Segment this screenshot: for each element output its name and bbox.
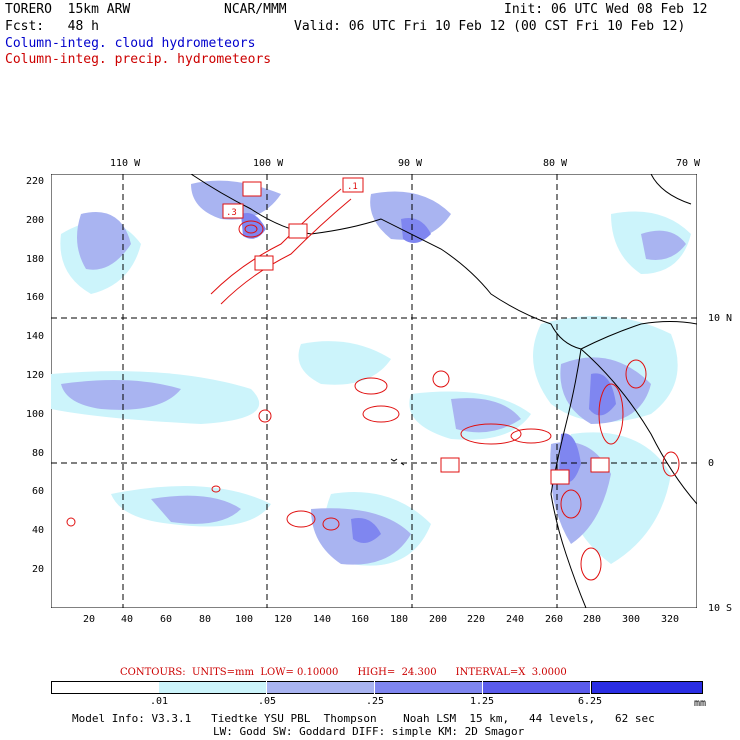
y-tick-120: 120 [26,370,45,381]
y-tick-160: 160 [26,292,45,303]
x-tick-140: 140 [313,614,332,625]
x-tick-180: 180 [390,614,409,625]
x-tick-280: 280 [583,614,602,625]
lat-label-10n: 10 N [708,313,733,324]
contour-box-label-1: .1 [347,182,358,192]
x-tick-220: 220 [467,614,486,625]
colorbar-label-125: 1.25 [470,696,495,707]
lat-lon-grid [51,174,697,608]
y-tick-40: 40 [32,525,45,536]
colorbar-label-625: 6.25 [578,696,603,707]
x-tick-320: 320 [661,614,680,625]
y-tick-80: 80 [32,448,45,459]
colorbar-bin-1 [159,681,266,694]
colorbar-bin-5 [591,681,703,694]
precip-field-label: Column-integ. precip. hydrometeors [5,52,272,67]
colorbar-label-01: .01 [150,696,169,707]
precip-contours [66,188,680,581]
x-tick-100: 100 [235,614,254,625]
model-info-line1: Model Info: V3.3.1 Tiedtke YSU PBL Thomp… [72,712,655,725]
x-tick-20: 20 [83,614,96,625]
colorbar-bin-4 [483,681,590,694]
cloud-field-label: Column-integ. cloud hydrometeors [5,36,256,51]
y-tick-60: 60 [32,486,45,497]
lon-label-70w: 70 W [676,158,701,169]
forecast-map: .1 .3 [51,174,697,608]
valid-time: Valid: 06 UTC Fri 10 Feb 12 (00 CST Fri … [294,19,686,34]
model-title: TORERO 15km ARW [5,2,131,17]
org-label: NCAR/MMM [224,2,287,17]
y-tick-100: 100 [26,409,45,420]
cloud-shading-dark [241,213,616,543]
y-tick-200: 200 [26,215,45,226]
x-tick-300: 300 [622,614,641,625]
x-tick-120: 120 [274,614,293,625]
lon-label-90w: 90 W [398,158,423,169]
lon-label-110w: 110 W [110,158,141,169]
x-tick-240: 240 [506,614,525,625]
colorbar-label-05: .05 [258,696,277,707]
colorbar-bin-3 [375,681,482,694]
coastline [190,174,697,608]
contours-info: CONTOURS: UNITS=mm LOW= 0.10000 HIGH= 24… [120,667,567,678]
forecast-hour: Fcst: 48 h [5,19,99,34]
x-tick-200: 200 [429,614,448,625]
colorbar-bin-2 [267,681,374,694]
x-tick-80: 80 [199,614,212,625]
y-tick-180: 180 [26,254,45,265]
model-info-line2: LW: Godd SW: Goddard DIFF: simple KM: 2D… [213,725,525,738]
init-time: Init: 06 UTC Wed 08 Feb 12 [504,2,708,17]
y-tick-20: 20 [32,564,45,575]
x-tick-260: 260 [545,614,564,625]
colorbar-units: mm [694,698,707,709]
colorbar-label-25: .25 [366,696,385,707]
x-tick-40: 40 [121,614,134,625]
contour-box-label-3: .3 [226,208,237,218]
x-tick-60: 60 [160,614,173,625]
colorbar-bin-0 [51,681,160,694]
lat-label-10s: 10 S [708,603,733,614]
lon-label-80w: 80 W [543,158,568,169]
y-tick-140: 140 [26,331,45,342]
contour-label-boxes [222,177,610,485]
y-tick-220: 220 [26,176,45,187]
x-tick-160: 160 [351,614,370,625]
lat-label-0: 0 [708,458,715,469]
lon-label-100w: 100 W [253,158,284,169]
